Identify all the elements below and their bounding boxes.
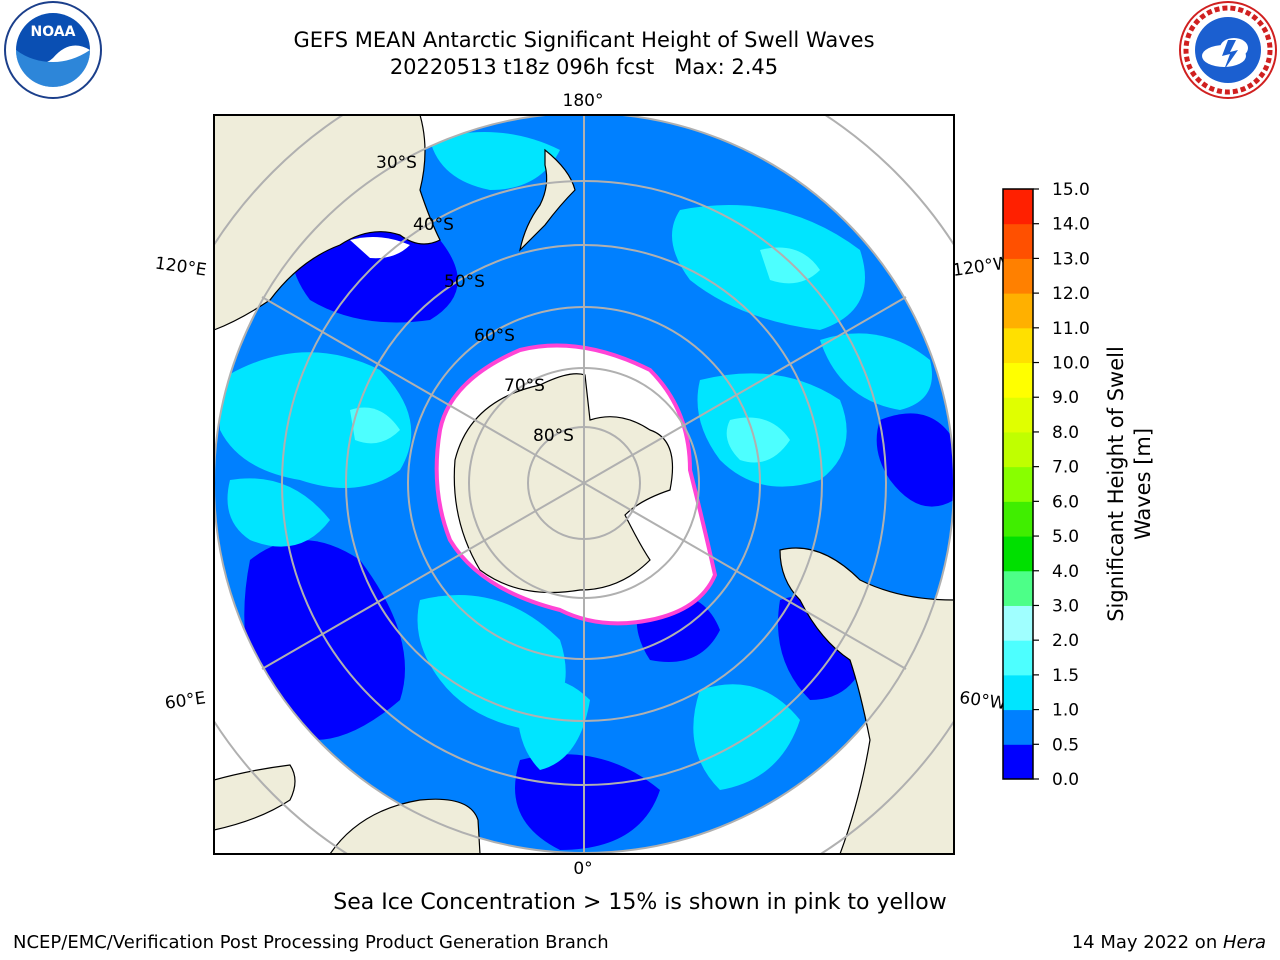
colorbar-tick-label: 7.0 — [1052, 458, 1079, 478]
colorbar: 15.0 14.0 13.0 12.0 11.0 10.0 9.0 8.0 7.0 6.0 5.0 4… — [1002, 180, 1155, 790]
colorbar-tick-label: 6.0 — [1052, 492, 1079, 512]
lat-label-60s: 60°S — [474, 326, 515, 346]
colorbar-cell — [1003, 744, 1033, 780]
new-zealand — [519, 148, 576, 252]
colorbar-cell — [1003, 466, 1033, 502]
colorbar-frame — [1002, 188, 1034, 780]
lat-label-70s: 70°S — [504, 376, 545, 396]
colorbar-cell — [1003, 362, 1033, 398]
chart-subtitle: 20220513 t18z 096h fcst Max: 2.45 — [389, 55, 779, 79]
colorbar-tick-label: 5.0 — [1052, 527, 1079, 547]
footer-date: 14 May 2022 on Hera — [1072, 932, 1266, 953]
lon-label-120e: 120°E — [154, 254, 208, 281]
colorbar-label-line-1: Significant Height of Swell — [1104, 346, 1128, 622]
colorbar-tick-label: 10.0 — [1052, 354, 1090, 374]
colorbar-cell — [1003, 674, 1033, 711]
chart-title: GEFS MEAN Antarctic Significant Height o… — [293, 28, 875, 52]
map-area — [214, 115, 954, 854]
lon-label-60w: 60°W — [958, 688, 1007, 714]
colorbar-tick-label: 0.0 — [1052, 770, 1079, 790]
colorbar-cell — [1003, 189, 1033, 225]
antarctica — [453, 373, 674, 594]
lon-label-0: 0° — [573, 859, 592, 879]
noaa-logo-text: NOAA — [31, 24, 76, 40]
lat-label-40s: 40°S — [413, 215, 454, 235]
lat-label-50s: 50°S — [444, 272, 485, 292]
colorbar-tick-label: 3.0 — [1052, 596, 1079, 616]
colorbar-tick-label: 0.5 — [1052, 735, 1079, 755]
colorbar-tick-label: 14.0 — [1052, 215, 1090, 235]
noaa-logo: NOAA — [4, 1, 102, 99]
colorbar-cell — [1003, 570, 1033, 606]
colorbar-cell — [1003, 605, 1033, 641]
colorbar-tick-label: 8.0 — [1052, 423, 1079, 443]
colorbar-tick-label: 12.0 — [1052, 284, 1090, 304]
colorbar-cell — [1003, 258, 1033, 294]
lat-label-80s: 80°S — [533, 426, 574, 446]
footer-credit: NCEP/EMC/Verification Post Processing Pr… — [13, 932, 609, 953]
lon-label-60e: 60°E — [164, 688, 207, 713]
colorbar-cell — [1003, 223, 1033, 259]
map-frame — [213, 114, 955, 855]
lon-label-180: 180° — [563, 91, 604, 111]
colorbar-tick-label: 1.5 — [1052, 666, 1079, 686]
colorbar-cell — [1003, 431, 1033, 468]
colorbar-tick-label: 9.0 — [1052, 388, 1079, 408]
colorbar-tick-label: 2.0 — [1052, 631, 1079, 651]
lat-label-30s: 30°S — [376, 153, 417, 173]
colorbar-cell — [1003, 709, 1033, 745]
colorbar-cell — [1003, 536, 1033, 572]
footer-machine: Hera — [1222, 932, 1266, 953]
colorbar-tick-label: 11.0 — [1052, 319, 1090, 339]
sea-ice-note: Sea Ice Concentration > 15% is shown in … — [333, 890, 947, 915]
nws-logo — [1179, 1, 1277, 99]
colorbar-tick-label: 4.0 — [1052, 562, 1079, 582]
africa — [329, 798, 481, 854]
colorbar-tick-label: 15.0 — [1052, 180, 1090, 200]
colorbar-cell — [1003, 501, 1033, 537]
colorbar-label-line-2: Waves [m] — [1131, 428, 1155, 540]
colorbar-cell — [1003, 327, 1033, 364]
colorbar-cell — [1003, 397, 1033, 433]
sea-ice-patch — [350, 236, 410, 259]
australia — [214, 115, 441, 331]
colorbar-cell — [1003, 293, 1033, 329]
footer-date-text: 14 May 2022 on — [1071, 932, 1223, 953]
colorbar-cell — [1003, 640, 1033, 676]
colorbar-tick-label: 13.0 — [1052, 249, 1090, 269]
colorbar-tick-label: 1.0 — [1052, 701, 1079, 721]
